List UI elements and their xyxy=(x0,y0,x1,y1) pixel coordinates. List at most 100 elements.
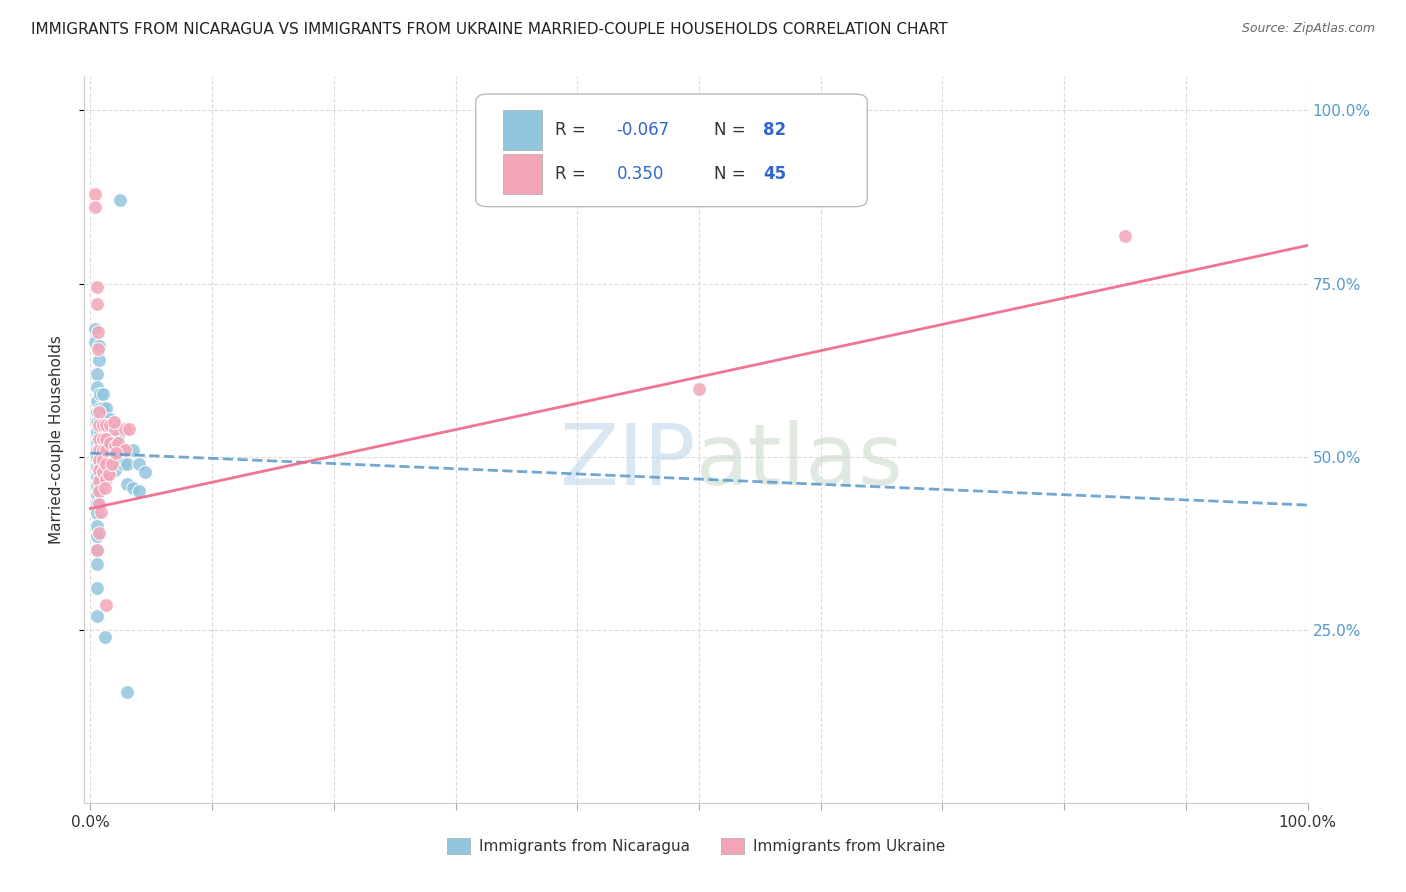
Point xyxy=(688,382,710,396)
Text: ZIP: ZIP xyxy=(560,419,696,502)
Point xyxy=(96,457,118,471)
Point xyxy=(87,352,110,367)
Point xyxy=(98,425,121,440)
Point xyxy=(91,453,114,467)
Point xyxy=(134,465,156,479)
Point xyxy=(94,481,117,495)
Point xyxy=(87,418,110,433)
Point xyxy=(84,200,107,214)
Point xyxy=(91,401,114,416)
Point xyxy=(91,432,114,446)
Point xyxy=(86,557,108,571)
Point xyxy=(115,457,138,471)
Point xyxy=(84,335,107,350)
Point xyxy=(86,519,108,533)
Point xyxy=(96,432,118,446)
Point xyxy=(87,525,110,540)
Point xyxy=(89,401,111,416)
Point xyxy=(98,435,121,450)
Text: N =: N = xyxy=(714,165,751,183)
Point xyxy=(87,432,110,446)
Text: atlas: atlas xyxy=(696,419,904,502)
Point xyxy=(96,415,118,429)
Point xyxy=(89,450,111,464)
Text: 82: 82 xyxy=(763,121,786,139)
Text: N =: N = xyxy=(714,121,751,139)
Point xyxy=(89,481,111,495)
Point xyxy=(86,488,108,502)
Point xyxy=(86,380,108,394)
Point xyxy=(84,186,107,201)
Point xyxy=(96,472,118,486)
Point xyxy=(104,422,127,436)
Point xyxy=(86,529,108,543)
Point xyxy=(96,457,118,471)
Point xyxy=(86,581,108,595)
Point xyxy=(104,418,127,433)
Point xyxy=(87,404,110,418)
Point xyxy=(128,457,150,471)
Point xyxy=(91,387,114,401)
Point xyxy=(86,297,108,311)
Point xyxy=(86,479,108,493)
Text: R =: R = xyxy=(555,165,596,183)
Point xyxy=(96,442,118,457)
Point xyxy=(91,457,114,471)
Point xyxy=(86,280,108,294)
Point xyxy=(86,497,108,511)
Point xyxy=(96,442,118,457)
FancyBboxPatch shape xyxy=(503,154,541,194)
Point xyxy=(86,404,108,418)
Point xyxy=(86,543,108,558)
Point xyxy=(86,394,108,409)
Text: 45: 45 xyxy=(763,165,786,183)
Point xyxy=(87,463,110,477)
Point xyxy=(86,450,108,465)
Point xyxy=(115,442,138,457)
Point xyxy=(89,425,111,440)
Point xyxy=(96,429,118,443)
Point xyxy=(96,469,118,483)
Point xyxy=(87,442,110,457)
Point xyxy=(103,415,125,429)
Text: R =: R = xyxy=(555,121,592,139)
Point xyxy=(91,415,114,429)
Text: Source: ZipAtlas.com: Source: ZipAtlas.com xyxy=(1241,22,1375,36)
Point xyxy=(118,422,141,436)
Point xyxy=(112,442,135,457)
Point xyxy=(96,401,118,416)
Point xyxy=(107,429,129,443)
Point xyxy=(87,453,110,467)
Point xyxy=(98,418,121,433)
Point xyxy=(104,439,127,453)
Point xyxy=(128,484,150,499)
Point xyxy=(87,484,110,499)
Point xyxy=(98,411,121,425)
Point xyxy=(94,630,117,644)
Point xyxy=(84,321,107,335)
Point xyxy=(108,194,131,208)
FancyBboxPatch shape xyxy=(503,111,541,151)
Point xyxy=(86,460,108,475)
Point xyxy=(86,425,108,440)
Text: 0.350: 0.350 xyxy=(616,165,664,183)
Point xyxy=(98,457,121,471)
Point xyxy=(1114,229,1136,244)
Point xyxy=(97,467,120,481)
Point xyxy=(91,429,114,443)
Point xyxy=(122,442,145,457)
Point xyxy=(104,446,127,460)
Point xyxy=(107,446,129,460)
Point xyxy=(86,470,108,484)
Point xyxy=(91,467,114,481)
Point xyxy=(115,477,138,491)
Point xyxy=(89,411,111,425)
Point xyxy=(91,442,114,457)
Point xyxy=(87,474,110,488)
Point xyxy=(98,439,121,453)
Point xyxy=(86,608,108,623)
Text: -0.067: -0.067 xyxy=(616,121,669,139)
Text: IMMIGRANTS FROM NICARAGUA VS IMMIGRANTS FROM UKRAINE MARRIED-COUPLE HOUSEHOLDS C: IMMIGRANTS FROM NICARAGUA VS IMMIGRANTS … xyxy=(31,22,948,37)
Y-axis label: Married-couple Households: Married-couple Households xyxy=(49,334,63,544)
Point xyxy=(90,505,112,519)
